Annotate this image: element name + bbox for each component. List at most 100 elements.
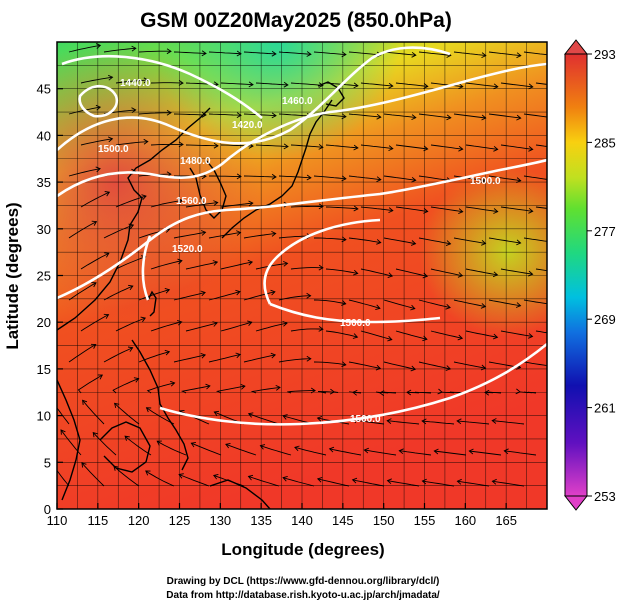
streamline-arrowhead — [225, 442, 231, 449]
streamline — [422, 480, 455, 487]
streamline-arrowhead — [445, 365, 452, 371]
y-tick-label: 20 — [37, 315, 51, 330]
streamline-arrowhead — [387, 335, 393, 342]
streamline — [395, 330, 428, 340]
streamline — [395, 268, 428, 277]
streamline-arrowhead — [421, 478, 427, 485]
streamline — [395, 206, 428, 212]
streamline-arrowhead — [376, 239, 382, 245]
streamline-arrowhead — [270, 352, 277, 359]
streamline-arrowhead — [458, 83, 464, 90]
streamline — [124, 435, 152, 456]
streamline-arrowhead — [446, 114, 452, 121]
streamline-arrowhead — [306, 292, 312, 299]
contour-label: 1520.0 — [172, 244, 203, 255]
streamline-arrowhead — [421, 418, 427, 425]
streamline-arrowhead — [248, 200, 254, 207]
streamline-arrowhead — [283, 81, 289, 88]
colorbar-tick-label: 253 — [594, 489, 616, 504]
y-axis-label: Latitude (degrees) — [3, 202, 22, 349]
streamline-arrowhead — [386, 418, 392, 424]
streamline-arrowhead — [133, 377, 140, 383]
x-axis-ticks: 110 115 120 125 130 135 140 145 150 155 160 165 — [47, 503, 517, 528]
streamline — [80, 191, 110, 208]
colorbar-tick-label: 285 — [594, 135, 616, 150]
streamline-arrowhead — [127, 346, 134, 352]
streamline — [453, 237, 486, 244]
streamline-arrowhead — [145, 407, 152, 413]
coastline-philippines — [131, 339, 189, 471]
streamline — [430, 82, 463, 88]
colorbar-tick-label: 261 — [594, 401, 616, 416]
streamline-arrowhead — [480, 303, 487, 309]
streamline — [290, 205, 323, 208]
streamline-arrowhead — [178, 473, 184, 479]
streamline-arrowhead — [481, 52, 487, 59]
streamline — [180, 385, 210, 394]
streamline-arrowhead — [104, 191, 111, 197]
streamline — [103, 347, 133, 363]
streamline — [465, 268, 498, 276]
streamline — [243, 51, 276, 55]
streamline-arrowhead — [271, 112, 277, 119]
streamline — [220, 321, 252, 332]
streamline-arrowhead — [91, 220, 98, 226]
streamline-arrowhead — [433, 448, 439, 455]
streamline-arrowhead — [212, 260, 219, 266]
streamline-arrowhead — [248, 81, 254, 88]
streamline — [387, 480, 420, 487]
streamline-arrowhead — [270, 289, 276, 296]
coastline-korea — [189, 159, 227, 219]
streamline — [430, 206, 463, 213]
y-tick-label: 45 — [37, 82, 51, 97]
x-tick-label: 125 — [169, 513, 191, 528]
streamline — [146, 407, 175, 425]
streamline — [418, 361, 451, 370]
streamline-arrowhead — [328, 446, 335, 453]
streamline-arrowhead — [282, 414, 288, 420]
streamline — [360, 268, 393, 277]
streamline — [146, 382, 175, 394]
streamline-arrowhead — [143, 138, 149, 145]
streamline-arrowhead — [190, 441, 196, 448]
streamline — [145, 470, 175, 487]
streamline-arrowhead — [411, 176, 417, 183]
streamline — [278, 295, 311, 301]
streamline — [348, 361, 381, 369]
x-tick-label: 150 — [373, 513, 395, 528]
contour-label: 1500.0 — [340, 318, 371, 329]
streamline-arrowhead — [95, 104, 102, 111]
streamline — [278, 175, 311, 179]
streamline-arrowhead — [341, 175, 347, 182]
streamline-arrowhead — [306, 51, 312, 57]
streamline — [492, 420, 525, 425]
streamline — [294, 446, 327, 456]
contour-1520-west — [141, 235, 152, 301]
streamline — [209, 175, 242, 177]
streamline — [318, 391, 339, 394]
streamline — [348, 299, 381, 309]
height-contours — [57, 46, 547, 426]
streamline-arrowhead — [491, 478, 497, 485]
streamline — [418, 237, 451, 245]
streamline — [278, 358, 311, 363]
streamline-arrowhead — [91, 282, 97, 288]
streamline — [500, 82, 533, 88]
streamline — [150, 143, 184, 146]
y-tick-label: 30 — [37, 222, 51, 237]
streamline — [113, 465, 140, 487]
streamline-arrowhead — [398, 448, 404, 455]
streamline — [383, 361, 416, 370]
coastline-newguinea — [209, 479, 271, 509]
streamline-arrowhead — [104, 252, 110, 258]
streamline-arrowhead — [200, 352, 207, 359]
streamline — [484, 391, 502, 394]
streamline — [519, 391, 537, 394]
streamline — [504, 450, 537, 456]
streamline-arrowhead — [247, 259, 254, 266]
streamline — [418, 299, 451, 309]
streamline-arrowhead — [551, 302, 555, 307]
streamline — [80, 76, 113, 84]
streamline — [418, 113, 451, 119]
